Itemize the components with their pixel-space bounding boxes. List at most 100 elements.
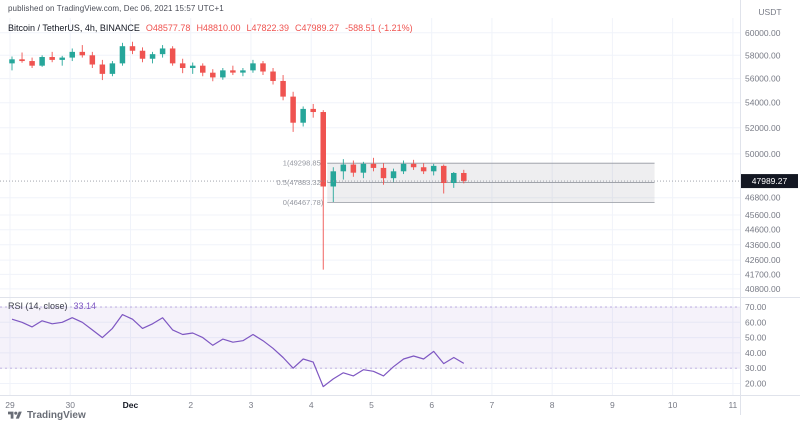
price-axis-label: 50000.00 bbox=[745, 149, 781, 159]
candle-body bbox=[220, 70, 226, 78]
tradingview-mark-icon bbox=[8, 411, 22, 419]
candle-body bbox=[69, 51, 75, 58]
fib-level-label: 1(49298.85) bbox=[283, 159, 324, 168]
candle-body bbox=[179, 63, 186, 69]
price-axis-label: 52000.00 bbox=[745, 123, 781, 133]
candle-body bbox=[19, 59, 25, 62]
candle-body bbox=[129, 46, 136, 51]
rsi-axis-label: 40.00 bbox=[745, 348, 767, 358]
rsi-legend: RSI (14, close) 33.14 bbox=[8, 301, 96, 311]
candle-body bbox=[169, 48, 176, 64]
candle-body bbox=[119, 46, 126, 64]
symbol-title: Bitcoin / TetherUS, 4h, BINANCE bbox=[8, 23, 140, 33]
candle-body bbox=[9, 59, 15, 64]
price-axis-label: 56000.00 bbox=[745, 74, 781, 84]
candle-body bbox=[59, 57, 65, 60]
time-axis-label: 30 bbox=[66, 400, 76, 410]
candle-body bbox=[29, 61, 35, 66]
price-axis-label: 58000.00 bbox=[745, 50, 781, 60]
price-axis-label: 46800.00 bbox=[745, 193, 781, 203]
price-axis-label: 45600.00 bbox=[745, 210, 781, 220]
ohlc-high: H48810.00 bbox=[196, 23, 241, 33]
ohlc-low: L47822.39 bbox=[246, 23, 290, 33]
candle-body bbox=[380, 167, 387, 179]
time-axis-label: 3 bbox=[249, 400, 254, 410]
time-axis-label: 8 bbox=[550, 400, 555, 410]
candle-body bbox=[49, 57, 55, 60]
candle-body bbox=[280, 80, 286, 97]
time-axis-label: 7 bbox=[490, 400, 495, 410]
time-axis-label: 4 bbox=[309, 400, 314, 410]
price-axis-label: 42600.00 bbox=[745, 255, 781, 265]
candle-body bbox=[440, 165, 447, 184]
published-timestamp: published on TradingView.com, Dec 06, 20… bbox=[8, 4, 224, 13]
time-axis-label: 5 bbox=[369, 400, 374, 410]
candle-body bbox=[250, 63, 256, 71]
rsi-axis-label: 30.00 bbox=[745, 363, 767, 373]
price-axis-label: 40800.00 bbox=[745, 284, 781, 294]
rsi-value: 33.14 bbox=[73, 301, 97, 311]
tradingview-logo[interactable]: TradingView bbox=[8, 410, 86, 421]
candle-body bbox=[420, 167, 427, 172]
time-axis-label: 2 bbox=[188, 400, 193, 410]
candle-body bbox=[230, 70, 236, 73]
candle-body bbox=[310, 108, 316, 113]
candle-body bbox=[390, 171, 397, 179]
ohlc-change: -588.51 (-1.21%) bbox=[345, 23, 413, 33]
price-axis-label: 41700.00 bbox=[745, 269, 781, 279]
rsi-line bbox=[11, 314, 465, 388]
price-axis-label: 54000.00 bbox=[745, 98, 781, 108]
ohlc-close: C47989.27 bbox=[295, 23, 340, 33]
candle-body bbox=[270, 71, 276, 81]
price-axis-label: 44600.00 bbox=[745, 225, 781, 235]
candle-body bbox=[260, 63, 266, 72]
price-axis-label: 43600.00 bbox=[745, 240, 781, 250]
candle-body bbox=[451, 172, 457, 184]
candle-body bbox=[400, 163, 407, 172]
candle-body bbox=[370, 163, 377, 168]
rsi-axis-label: 70.00 bbox=[745, 302, 767, 312]
candle-body bbox=[330, 171, 337, 187]
rsi-axis-label: 20.00 bbox=[745, 379, 767, 389]
candle-body bbox=[149, 54, 156, 59]
candle-body bbox=[320, 112, 326, 187]
candle-body bbox=[109, 63, 116, 74]
last-price-badge-value: 47989.27 bbox=[752, 176, 788, 186]
price-axis-currency: USDT bbox=[758, 7, 782, 17]
candle-body bbox=[79, 51, 86, 56]
price-axis-label: 60000.00 bbox=[745, 28, 781, 38]
fib-level-label: 0(46467.78) bbox=[283, 198, 324, 207]
rsi-axis-label: 50.00 bbox=[745, 333, 767, 343]
candle-body bbox=[290, 96, 296, 123]
candle-body bbox=[410, 163, 417, 168]
last-price-badge bbox=[741, 174, 798, 189]
candle-body bbox=[189, 65, 196, 69]
candle-body bbox=[139, 50, 146, 59]
candle-body bbox=[340, 164, 347, 172]
rsi-title: RSI (14, close) bbox=[8, 301, 68, 311]
candle-body bbox=[360, 163, 367, 173]
fib-level-label: 0.5(47883.32) bbox=[277, 178, 324, 187]
candle-body bbox=[350, 164, 357, 173]
time-axis-label: 11 bbox=[728, 400, 737, 410]
rsi-band bbox=[0, 307, 740, 369]
ohlc-open: O48577.78 bbox=[145, 23, 191, 33]
candle-body bbox=[159, 48, 166, 55]
rsi-axis-label: 60.00 bbox=[745, 317, 767, 327]
candle-body bbox=[240, 70, 246, 73]
time-axis-label: 29 bbox=[5, 400, 15, 410]
time-axis-label: Dec bbox=[123, 400, 139, 410]
candle-body bbox=[300, 108, 306, 123]
candle-body bbox=[430, 165, 437, 172]
candle-body bbox=[99, 64, 106, 74]
symbol-legend: Bitcoin / TetherUS, 4h, BINANCE O48577.78… bbox=[8, 23, 413, 33]
brand-text: TradingView bbox=[27, 410, 86, 421]
candle-body bbox=[89, 55, 96, 65]
candle-body bbox=[200, 65, 206, 73]
candle-body bbox=[210, 72, 216, 78]
time-axis-label: 6 bbox=[429, 400, 434, 410]
time-axis-label: 10 bbox=[668, 400, 678, 410]
candle-body bbox=[461, 172, 467, 182]
